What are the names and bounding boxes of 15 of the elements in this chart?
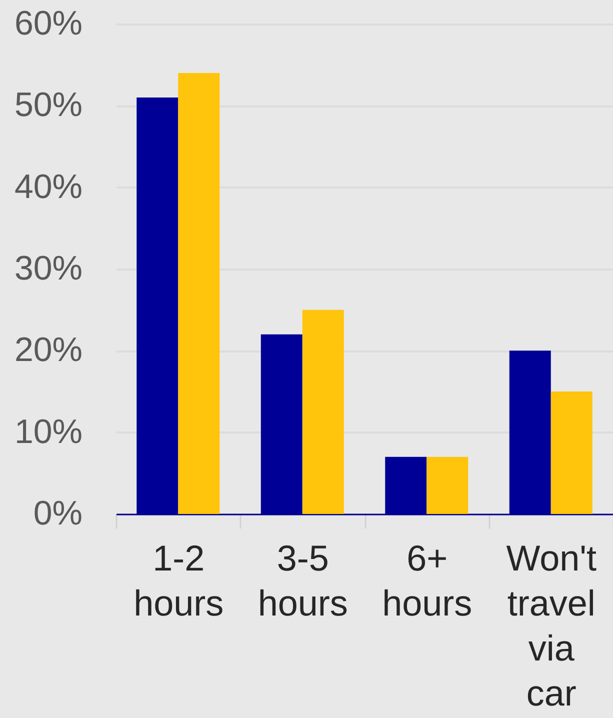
y-tick-label: 40%: [14, 168, 82, 206]
bar: [426, 456, 468, 514]
y-tick-label: 20%: [14, 331, 82, 370]
x-tick-label: 1-2 hours: [134, 538, 224, 624]
x-tick-label: 3-5 hours: [258, 538, 348, 624]
y-tick-label: 0%: [33, 494, 82, 532]
y-tick-label: 10%: [14, 412, 82, 451]
bar: [178, 73, 220, 514]
x-tick-label: Won't travel via car: [506, 538, 596, 714]
bar: [550, 392, 592, 514]
y-tick-label: 60%: [14, 4, 82, 42]
y-tick-label: 50%: [14, 86, 82, 124]
y-tick-label: 30%: [14, 250, 82, 288]
x-tick-label: 6+ hours: [382, 538, 472, 624]
bar: [302, 310, 344, 514]
